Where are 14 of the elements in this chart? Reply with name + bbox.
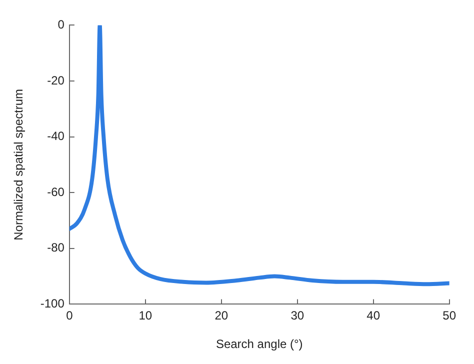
x-tick-label: 40	[366, 308, 380, 323]
y-tick-label: -60	[47, 184, 65, 199]
x-axis-title: Search angle (°)	[216, 337, 303, 352]
line-series	[69, 25, 450, 286]
x-tick-label: 50	[442, 308, 456, 323]
x-tick-label: 20	[214, 308, 228, 323]
y-tick-label: -80	[47, 240, 65, 255]
y-tick-label: 0	[58, 18, 65, 32]
y-tick-label: -100	[40, 296, 65, 311]
y-axis-title: Normalized spatial spectrum	[12, 89, 26, 240]
x-tick-label: 30	[290, 308, 304, 323]
x-tick-label: 10	[138, 308, 152, 323]
y-tick-label: -20	[47, 73, 65, 88]
y-tick-label: -40	[47, 129, 65, 144]
